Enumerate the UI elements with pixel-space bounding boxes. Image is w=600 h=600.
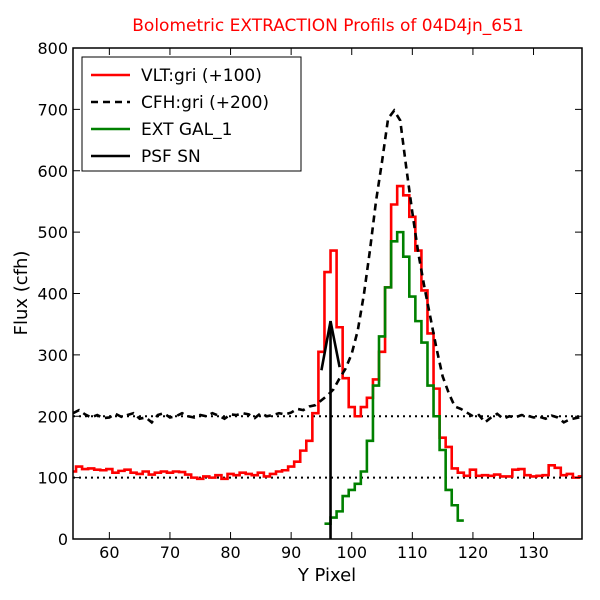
x-tick-label-60: 60 — [99, 543, 119, 562]
legend: VLT:gri (+100) CFH:gri (+200) EXT GAL_1 PSF… — [81, 56, 302, 172]
x-tick-label-70: 70 — [160, 543, 180, 562]
x-tick-label-120: 120 — [458, 543, 489, 562]
chart-title: Bolometric EXTRACTION Profils of 04D4jn_… — [132, 16, 523, 36]
x-tick-label-130: 130 — [518, 543, 549, 562]
y-tick-label-0: 0 — [58, 530, 68, 549]
x-axis-label: Y Pixel — [297, 565, 356, 586]
y-tick-label-200: 200 — [37, 407, 68, 426]
x-tick-label-90: 90 — [281, 543, 301, 562]
y-axis-label: Flux (cfh) — [11, 251, 32, 336]
x-tick-label-100: 100 — [336, 543, 367, 562]
legend-label-vlt-gri-100: VLT:gri (+100) — [141, 66, 262, 86]
y-tick-label-400: 400 — [37, 285, 68, 304]
legend-label-ext-gal-1: EXT GAL_1 — [141, 120, 232, 140]
legend-label-psf-sn: PSF SN — [141, 147, 201, 167]
series-line-vlt-gri-100 — [73, 184, 582, 481]
legend-label-cfh-gri-200: CFH:gri (+200) — [141, 93, 269, 113]
axis-ticks: 60 70 80 90 100 110 120 130 0 100 200 300 400 500 600 7… — [37, 39, 582, 562]
x-tick-label-80: 80 — [220, 543, 240, 562]
series-line-ext-gal-1 — [324, 230, 464, 525]
x-tick-label-110: 110 — [397, 543, 428, 562]
plot-area — [73, 108, 582, 539]
plot-content — [73, 108, 582, 539]
y-tick-label-300: 300 — [37, 346, 68, 365]
y-tick-label-800: 800 — [37, 39, 68, 58]
y-tick-label-600: 600 — [37, 162, 68, 181]
y-tick-label-100: 100 — [37, 469, 68, 488]
series-line-cfh-gri-200 — [73, 108, 582, 425]
y-tick-label-500: 500 — [37, 223, 68, 242]
y-tick-label-700: 700 — [37, 100, 68, 119]
